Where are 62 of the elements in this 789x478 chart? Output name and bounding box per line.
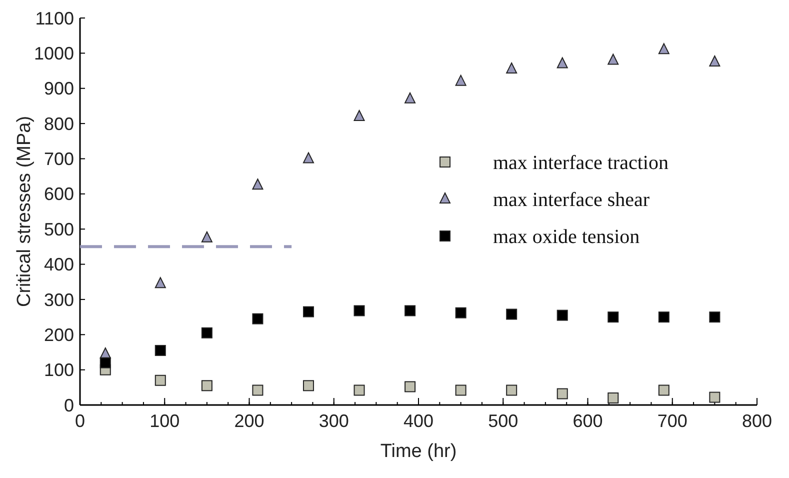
point — [658, 384, 670, 396]
y-tick-label: 300 — [44, 290, 74, 310]
point — [404, 92, 416, 104]
point — [201, 380, 212, 392]
legend-label: max oxide tension — [493, 226, 640, 248]
point — [506, 308, 518, 320]
point — [404, 381, 416, 392]
y-tick-label: 500 — [44, 219, 74, 240]
y-tick-label: 1100 — [35, 8, 74, 28]
point — [154, 374, 166, 386]
point — [154, 344, 166, 356]
point — [608, 54, 619, 65]
point — [354, 384, 365, 396]
point — [658, 43, 670, 54]
y-axis-title: Critical stresses (MPa) — [14, 116, 35, 308]
point — [658, 312, 670, 323]
x-tick-label: 200 — [234, 411, 264, 431]
point — [556, 388, 568, 400]
y-tick-label: 700 — [44, 149, 74, 170]
point — [455, 74, 466, 86]
x-tick-label: 400 — [403, 411, 434, 431]
y-tick-label: 200 — [44, 324, 74, 345]
point — [556, 57, 568, 68]
point — [201, 327, 212, 338]
y-tick-label: 600 — [44, 184, 74, 204]
point — [154, 277, 166, 288]
y-tick-label: 100 — [44, 360, 74, 380]
x-tick-label: 700 — [657, 411, 688, 431]
point — [404, 305, 416, 316]
point — [302, 306, 314, 318]
point — [455, 384, 466, 396]
y-tick-label: 800 — [44, 114, 74, 134]
point — [100, 357, 111, 368]
x-tick-label: 600 — [572, 411, 603, 431]
x-tick-label: 800 — [742, 411, 772, 431]
point — [608, 392, 619, 404]
x-tick-label: 500 — [488, 411, 518, 431]
x-tick-label: 300 — [318, 411, 349, 431]
point — [506, 62, 518, 74]
point — [354, 110, 365, 122]
point — [556, 310, 568, 321]
legend-label: max interface shear — [493, 189, 650, 211]
y-tick-label: 900 — [44, 78, 74, 99]
y-tick-label: 400 — [44, 254, 74, 275]
x-tick-label: 100 — [150, 411, 180, 431]
x-axis-title: Time (hr) — [380, 441, 457, 462]
point — [354, 305, 365, 316]
point — [302, 380, 314, 392]
point — [709, 55, 720, 66]
y-tick-label: 0 — [64, 395, 74, 416]
point — [506, 384, 518, 396]
point — [302, 152, 314, 164]
point — [455, 307, 466, 318]
point — [252, 178, 264, 190]
point — [252, 313, 264, 324]
point — [201, 231, 212, 242]
point — [608, 312, 619, 323]
legend-label: max interface traction — [493, 152, 668, 174]
point — [709, 312, 720, 323]
point — [252, 384, 264, 396]
point — [709, 392, 720, 403]
y-tick-label: 1000 — [34, 43, 74, 64]
